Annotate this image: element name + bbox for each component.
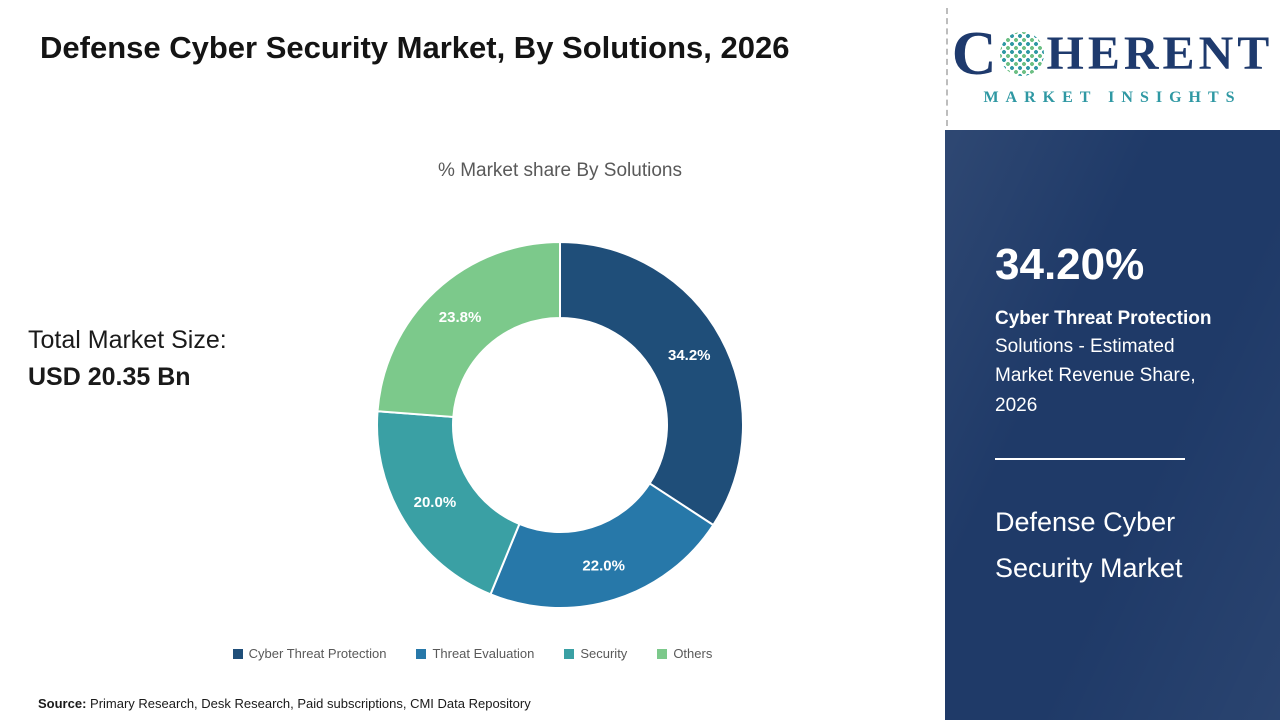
legend-item: Cyber Threat Protection [232, 646, 387, 661]
legend-label: Security [580, 646, 628, 661]
legend-item: Security [564, 646, 627, 661]
logo-dotted-globe-icon [999, 32, 1044, 76]
legend-item: Others [657, 646, 712, 661]
donut-segment-label: 34.2% [668, 347, 711, 364]
donut-segment-label: 20.0% [414, 494, 457, 511]
company-logo: C HERENT MARKET INSIGHTS [945, 0, 1280, 130]
highlight-stat-value: 34.20% [995, 240, 1145, 289]
logo-wordmark: C HERENT [952, 23, 1274, 85]
dashed-separator [946, 8, 948, 126]
highlight-stat-description: Solutions - Estimated Market Revenue Sha… [995, 336, 1196, 416]
sidebar-divider [995, 458, 1185, 461]
legend-swatch [232, 648, 243, 659]
donut-chart-svg: 34.2% 22.0% 20.0% 23.8% [376, 240, 744, 609]
legend-label: Cyber Threat Protection [248, 646, 387, 661]
source-text: Primary Research, Desk Research, Paid su… [86, 696, 531, 711]
legend-item: Threat Evaluation [416, 646, 534, 661]
page-title: Defense Cyber Security Market, By Soluti… [40, 30, 790, 65]
total-market-size-block: Total Market Size: USD 20.35 Bn [28, 326, 227, 392]
main-content-area: Defense Cyber Security Market, By Soluti… [0, 30, 945, 711]
legend-swatch [564, 648, 575, 659]
source-label: Source: [38, 696, 87, 711]
legend-label: Threat Evaluation [432, 646, 535, 661]
highlight-stat-category: Cyber Threat Protection [995, 308, 1212, 329]
market-name: Defense Cyber Security Market [995, 507, 1183, 584]
donut-segment-1 [489, 482, 715, 609]
source-line: Source: Primary Research, Desk Research,… [38, 696, 531, 711]
logo-letter-c: C [951, 20, 997, 88]
total-market-size-label: Total Market Size: [28, 326, 227, 354]
donut-segment-label: 22.0% [582, 557, 625, 574]
donut-segment-label: 23.8% [439, 309, 482, 326]
chart-title: % Market share By Solutions [438, 160, 682, 181]
donut-segment-2 [376, 410, 521, 596]
logo-subtitle: MARKET INSIGHTS [983, 89, 1242, 106]
donut-segment-3 [376, 240, 561, 419]
highlight-sidebar: 34.20% Cyber Threat Protection Solutions… [945, 130, 1280, 720]
legend-label: Others [673, 646, 713, 661]
legend-swatch [657, 648, 668, 659]
donut-chart: 34.2% 22.0% 20.0% 23.8% [340, 205, 780, 645]
total-market-size-value: USD 20.35 Bn [28, 363, 191, 391]
donut-segment-0 [559, 240, 744, 527]
logo-letters-rest: HERENT [1046, 27, 1274, 80]
chart-legend: Cyber Threat Protection Threat Evaluation… [0, 646, 945, 661]
legend-swatch [416, 648, 427, 659]
